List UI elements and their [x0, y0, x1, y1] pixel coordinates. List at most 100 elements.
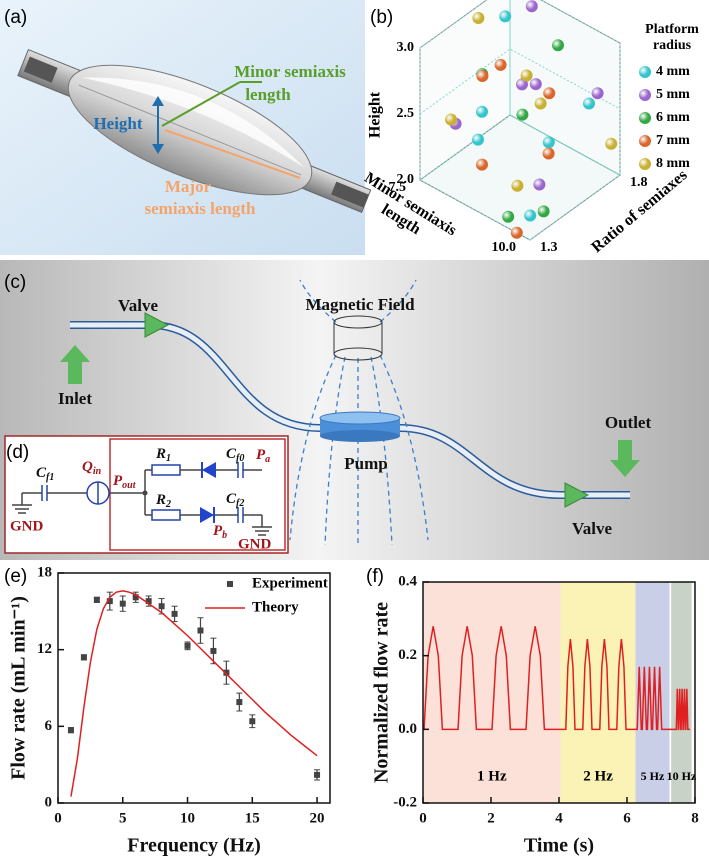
point	[499, 10, 512, 23]
major-label: Major	[165, 177, 212, 196]
x-tick-label: 0	[54, 810, 62, 826]
grid-line	[419, 0, 621, 49]
diagram-c-part	[564, 482, 590, 508]
valve-label: Valve	[118, 296, 158, 315]
point	[552, 39, 564, 52]
point	[210, 647, 217, 654]
symbol: C	[226, 491, 237, 507]
y-tick-label: 18	[37, 564, 52, 580]
field-label: Magnetic Field	[305, 295, 415, 314]
outlet-label: Outlet	[605, 413, 652, 432]
x-tick-label: 0	[419, 810, 427, 826]
grid-line	[419, 0, 511, 181]
z-tick-label: 2.5	[397, 106, 415, 121]
point	[516, 108, 529, 121]
x-tick-label: 20	[310, 810, 325, 826]
subscript: f1	[46, 472, 54, 483]
schematic-a-part-part	[81, 77, 305, 168]
x-tick-label: 6	[623, 810, 631, 826]
legend-marker	[227, 581, 233, 587]
point	[537, 205, 550, 218]
x-tick-label: 5	[119, 810, 127, 826]
symbol: P	[113, 473, 123, 489]
diagram-c-part-part	[379, 354, 429, 541]
legend-label: 5 mm	[656, 87, 690, 102]
diagram-c-part	[144, 312, 170, 338]
symbol: P	[256, 447, 266, 463]
legend-marker	[639, 112, 651, 124]
point	[583, 97, 595, 110]
legend-marker	[639, 158, 651, 170]
schematic-a-part	[152, 96, 164, 106]
point	[171, 610, 178, 617]
point	[511, 179, 524, 192]
schematic-a-part-part	[23, 56, 58, 83]
x-tick-label: 2	[487, 810, 495, 826]
diagram-c-part-part	[289, 354, 337, 541]
legend-label: Experiment	[252, 575, 328, 591]
point	[67, 727, 74, 734]
band	[423, 582, 561, 803]
point	[476, 105, 488, 118]
point	[223, 669, 230, 676]
grid-line	[419, 48, 531, 241]
point	[525, 0, 538, 13]
symbol: Q	[82, 459, 93, 475]
point	[529, 78, 542, 91]
y-tick-label: 0	[45, 794, 53, 810]
point	[476, 70, 489, 82]
schematic-a-part	[152, 144, 164, 154]
diagram-c-part	[618, 440, 632, 462]
panel-label: (a)	[4, 7, 27, 28]
y-tick-label: 6	[45, 718, 53, 734]
legend-label: 8 mm	[656, 156, 690, 171]
band-label: 5 Hz	[641, 769, 665, 783]
x-tick-label: 4	[555, 810, 563, 826]
pump-label: Pump	[344, 454, 387, 473]
point	[93, 596, 100, 603]
height-label: Height	[93, 114, 142, 133]
diagram-c-part	[68, 360, 82, 384]
diagram-c-part	[319, 411, 401, 425]
valve-label: Valve	[572, 519, 612, 538]
schematic-a-part-part	[78, 84, 302, 176]
point	[314, 771, 321, 778]
diagram-c-part	[60, 345, 90, 362]
subscript: f0	[236, 453, 244, 464]
diagram-c-part-part	[324, 356, 346, 546]
legend-marker	[639, 135, 651, 147]
signal-line	[423, 626, 690, 731]
gnd-label: GND	[10, 518, 44, 534]
diagram-c-part	[70, 322, 630, 498]
subscript: 1	[166, 453, 171, 464]
z-tick-label: 3.0	[397, 40, 415, 55]
inlet-label: Inlet	[58, 389, 92, 408]
symbol: R	[155, 446, 166, 462]
point	[542, 136, 555, 149]
schematic-a-part	[17, 48, 372, 213]
symbol: R	[155, 492, 166, 508]
point	[236, 699, 243, 706]
point	[132, 594, 139, 601]
symbol: C	[226, 446, 237, 462]
legend-label: 6 mm	[656, 110, 690, 125]
y-tick-label: 0.2	[398, 647, 417, 663]
y-tick-label: 1.8	[630, 175, 648, 190]
schematic-a-part	[164, 129, 301, 179]
schematic-a-part	[161, 81, 241, 127]
subscript: 2	[165, 499, 171, 510]
point	[542, 147, 555, 160]
theory-line	[70, 590, 318, 797]
y-tick-label: 1.3	[540, 240, 558, 255]
point	[197, 627, 204, 634]
legend-marker	[639, 66, 651, 78]
point	[510, 226, 523, 239]
point	[184, 642, 191, 649]
diagram-c-part-part	[299, 279, 337, 323]
band	[635, 582, 670, 803]
legend-marker	[639, 89, 651, 101]
band-label: 10 Hz	[667, 769, 697, 783]
point	[502, 210, 515, 223]
subscript: b	[222, 530, 227, 541]
panel-label: (e)	[4, 566, 27, 587]
